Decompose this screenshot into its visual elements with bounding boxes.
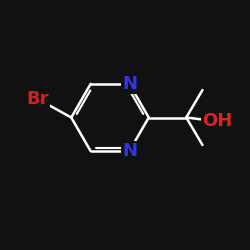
Text: N: N (122, 142, 137, 160)
Text: OH: OH (202, 112, 232, 130)
Text: Br: Br (26, 90, 49, 108)
Text: N: N (122, 75, 137, 93)
